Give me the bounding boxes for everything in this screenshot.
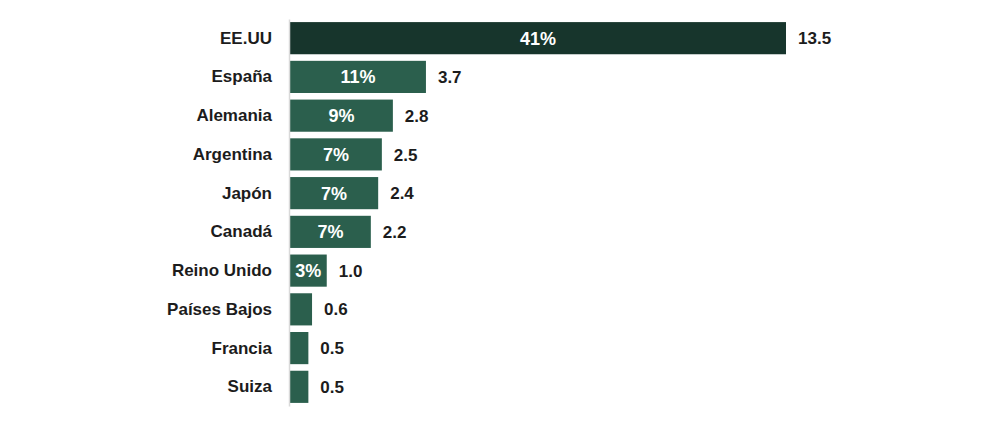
chart: EE.UU España Alemania Argentina Japón Canadá R… xyxy=(0,0,1004,429)
tick: Japón xyxy=(222,184,289,203)
tick-label: Países Bajos xyxy=(167,300,272,319)
tick: Argentina xyxy=(193,145,289,164)
value-label: 2.5 xyxy=(394,146,418,165)
value-label: 1.0 xyxy=(339,262,363,281)
value-label: 13.5 xyxy=(798,29,831,48)
bars xyxy=(290,22,786,403)
bar xyxy=(290,177,378,209)
tick: Países Bajos xyxy=(167,300,289,319)
value-label: 2.4 xyxy=(390,184,414,203)
tick: España xyxy=(212,67,289,86)
tick: Francia xyxy=(212,339,289,358)
tick-label: Alemania xyxy=(196,106,272,125)
tick-label: Francia xyxy=(212,339,273,358)
bar xyxy=(290,255,327,287)
bar xyxy=(290,371,308,403)
tick-label: Canadá xyxy=(211,222,273,241)
share-label: 11% xyxy=(340,67,375,87)
tick-label: Reino Unido xyxy=(172,261,272,280)
share-label: 7% xyxy=(321,184,347,204)
share-label: 7% xyxy=(317,222,343,242)
bar xyxy=(290,332,308,364)
tick: Canadá xyxy=(211,222,289,241)
tick: EE.UU xyxy=(220,29,289,48)
value-label: 3.7 xyxy=(438,68,462,87)
value-label: 0.6 xyxy=(324,300,348,319)
value-label: 2.8 xyxy=(405,107,429,126)
bar xyxy=(290,100,393,132)
value-label: 0.5 xyxy=(320,339,344,358)
bar xyxy=(290,293,312,325)
tick: Suiza xyxy=(228,377,289,396)
share-label: 3% xyxy=(295,261,321,281)
data-labels: 13.5 3.7 2.8 2.5 2.4 2.2 1.0 0.6 0.5 0.5 41% 11% 9% 7… xyxy=(295,29,831,397)
bar xyxy=(290,61,426,93)
category-axis: EE.UU España Alemania Argentina Japón Canadá R… xyxy=(167,20,289,407)
share-label: 41% xyxy=(520,29,556,49)
bar xyxy=(290,138,382,170)
axis-line xyxy=(289,20,291,407)
value-label: 2.2 xyxy=(383,223,407,242)
tick: Reino Unido xyxy=(172,261,289,280)
share-label: 9% xyxy=(328,106,354,126)
bar xyxy=(290,22,786,54)
tick-label: Suiza xyxy=(228,377,273,396)
bar xyxy=(290,216,371,248)
tick-label: EE.UU xyxy=(220,29,272,48)
tick-label: Argentina xyxy=(193,145,273,164)
tick-label: Japón xyxy=(222,184,272,203)
value-label: 0.5 xyxy=(320,378,344,397)
tick: Alemania xyxy=(196,106,289,125)
tick-label: España xyxy=(212,67,273,86)
share-label: 7% xyxy=(323,145,349,165)
